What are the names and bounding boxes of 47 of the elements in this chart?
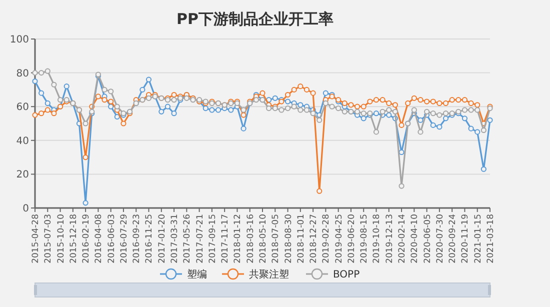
y-tick-label: 60	[16, 102, 29, 114]
x-tick-label: 2017-01-20	[157, 214, 168, 264]
x-tick-label: 2018-12-27	[309, 214, 320, 264]
x-tick-label: 2015-12-18	[68, 214, 79, 264]
x-tick-label: 2018-11-01	[296, 214, 306, 264]
x-tick-label: 2019-02-28	[322, 214, 332, 264]
x-tick-label: 2020-09-24	[448, 214, 458, 264]
legend-label: 塑编	[187, 268, 207, 280]
legend-label: BOPP	[333, 270, 360, 280]
x-tick-label: 2019-10-18	[372, 214, 382, 264]
x-tick-label: 2020-04-10	[410, 214, 420, 264]
y-tick-label: 80	[16, 68, 29, 80]
x-tick-label: 2018-01-12	[233, 214, 244, 264]
x-tick-label: 2020-07-30	[435, 214, 446, 264]
x-tick-label: 2018-08-30	[284, 214, 294, 264]
x-tick-label: 2019-04-25	[334, 214, 344, 264]
x-tick-label: 2016-07-29	[119, 214, 130, 264]
x-tick-label: 2016-11-25	[144, 214, 155, 264]
y-tick-label: 20	[16, 170, 29, 181]
x-tick-label: 2015-04-28	[30, 214, 41, 264]
y-tick-label: 40	[16, 136, 29, 147]
legend-label: 共聚注塑	[249, 268, 289, 280]
x-tick-label: 2019-12-13	[384, 214, 395, 264]
x-tick-label: 2021-01-15	[473, 214, 484, 264]
x-tick-label: 2017-09-15	[208, 214, 218, 264]
y-tick-label: 0	[22, 204, 29, 214]
x-tick-label: 2018-05-10	[258, 214, 268, 264]
x-tick-label: 2016-04-08	[94, 214, 104, 264]
chart-title: PP下游制品企业开工率	[176, 10, 334, 28]
x-tick-label: 2017-07-21	[195, 214, 206, 264]
x-tick-label: 2019-08-15	[360, 214, 370, 264]
x-tick-label: 2015-07-03	[44, 214, 54, 264]
x-tick-label: 2018-03-16	[246, 214, 256, 264]
x-tick-label: 2016-09-23	[132, 214, 142, 264]
x-tick-label: 2018-07-05	[271, 214, 282, 264]
x-tick-label: 2020-11-19	[460, 214, 471, 264]
x-tick-label: 2021-03-18	[486, 214, 496, 264]
x-tick-label: 2017-05-26	[182, 214, 193, 264]
x-tick-label: 2016-06-03	[106, 214, 117, 264]
x-tick-label: 2017-11-17	[220, 214, 231, 264]
x-tick-label: 2017-03-31	[170, 214, 180, 264]
x-tick-label: 2020-02-14	[398, 214, 408, 264]
x-tick-label: 2015-10-10	[56, 214, 66, 264]
x-tick-label: 2016-02-19	[82, 214, 92, 264]
x-tick-label: 2020-06-05	[422, 214, 433, 264]
y-tick-label: 100	[10, 34, 29, 46]
x-tick-label: 2019-06-20	[346, 214, 357, 264]
